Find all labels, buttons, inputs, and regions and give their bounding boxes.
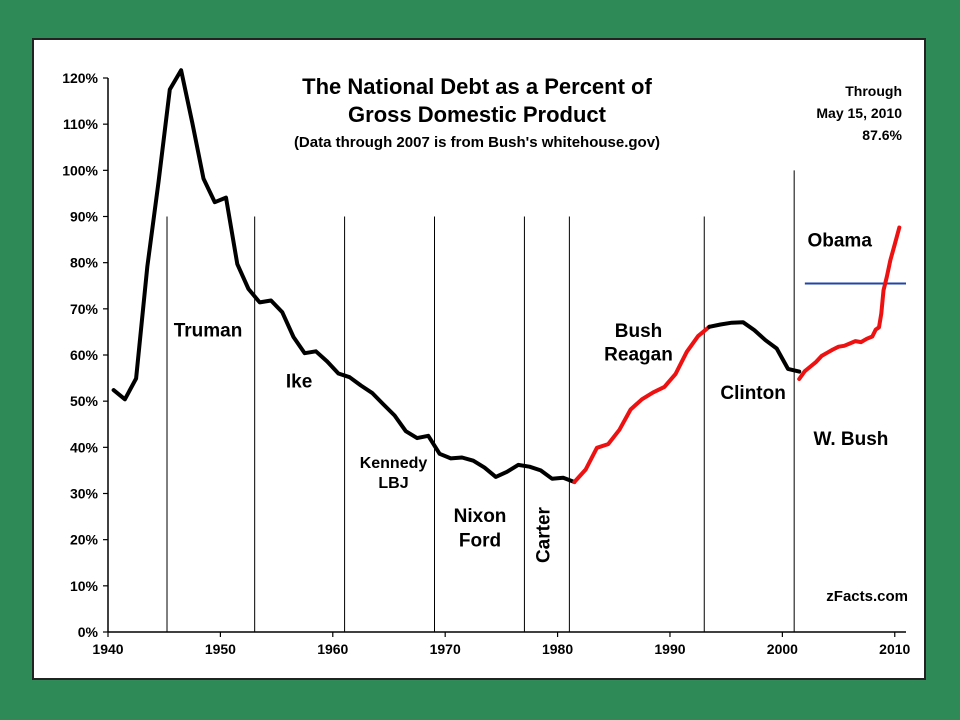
y-tick-label: 30%	[70, 486, 99, 502]
series-line-3	[797, 225, 902, 381]
era-label: Bush	[615, 321, 663, 342]
series-line-2	[707, 320, 802, 374]
era-label: Reagan	[604, 345, 673, 366]
x-tick-label: 2000	[767, 641, 798, 657]
era-label: Obama	[807, 231, 872, 252]
y-tick-label: 120%	[62, 70, 98, 86]
era-label: Clinton	[720, 383, 785, 404]
axes: 0% 10% 20% 30% 40% 50% 60% 70% 80% 90% 100% 110% 120…	[62, 70, 910, 657]
era-dividers	[166, 170, 795, 632]
y-tick-label: 0%	[78, 624, 99, 640]
chart-title-line2: Gross Domestic Product	[348, 102, 607, 127]
era-label: Ford	[459, 531, 501, 552]
era-label: Nixon	[454, 506, 507, 527]
x-tick-label: 1990	[654, 641, 685, 657]
chart-subtitle: (Data through 2007 is from Bush's whiteh…	[294, 134, 660, 151]
x-tick-label: 1950	[205, 641, 236, 657]
era-label: Truman	[174, 321, 243, 342]
x-tick-label: 1980	[542, 641, 573, 657]
era-label: W. Bush	[813, 429, 888, 450]
note-line-through: Through	[845, 83, 902, 99]
x-tick-label: 1960	[317, 641, 348, 657]
chart-frame: 0% 10% 20% 30% 40% 50% 60% 70% 80% 90% 100% 110% 120…	[32, 38, 926, 680]
y-tick-label: 60%	[70, 347, 99, 363]
era-label-carter: Carter	[534, 506, 555, 563]
y-tick-label: 100%	[62, 162, 98, 178]
y-tick-label: 50%	[70, 393, 99, 409]
y-tick-label: 80%	[70, 255, 99, 271]
note-line-date: May 15, 2010	[816, 105, 902, 121]
y-tick-label: 20%	[70, 532, 99, 548]
y-tick-label: 40%	[70, 439, 99, 455]
note-line-value: 87.6%	[862, 127, 902, 143]
series	[111, 68, 902, 484]
era-label: Ike	[286, 371, 312, 392]
chart-svg: 0% 10% 20% 30% 40% 50% 60% 70% 80% 90% 100% 110% 120…	[62, 68, 911, 657]
era-label: LBJ	[378, 475, 408, 492]
era-labels: Truman Ike Kennedy LBJ Nixon Ford Bush Reagan Cl…	[174, 231, 889, 564]
x-tick-label: 2010	[879, 641, 910, 657]
x-tick-label: 1940	[92, 641, 123, 657]
x-tick-label: 1970	[430, 641, 461, 657]
credit-text: zFacts.com	[826, 588, 908, 605]
series-line-1	[572, 324, 712, 484]
chart-title-line1: The National Debt as a Percent of	[302, 74, 652, 99]
era-label: Kennedy	[360, 455, 428, 472]
y-tick-label: 90%	[70, 209, 99, 225]
series-line-0	[111, 68, 577, 484]
y-tick-label: 70%	[70, 301, 99, 317]
y-tick-label: 10%	[70, 578, 99, 594]
y-tick-label: 110%	[63, 116, 99, 132]
